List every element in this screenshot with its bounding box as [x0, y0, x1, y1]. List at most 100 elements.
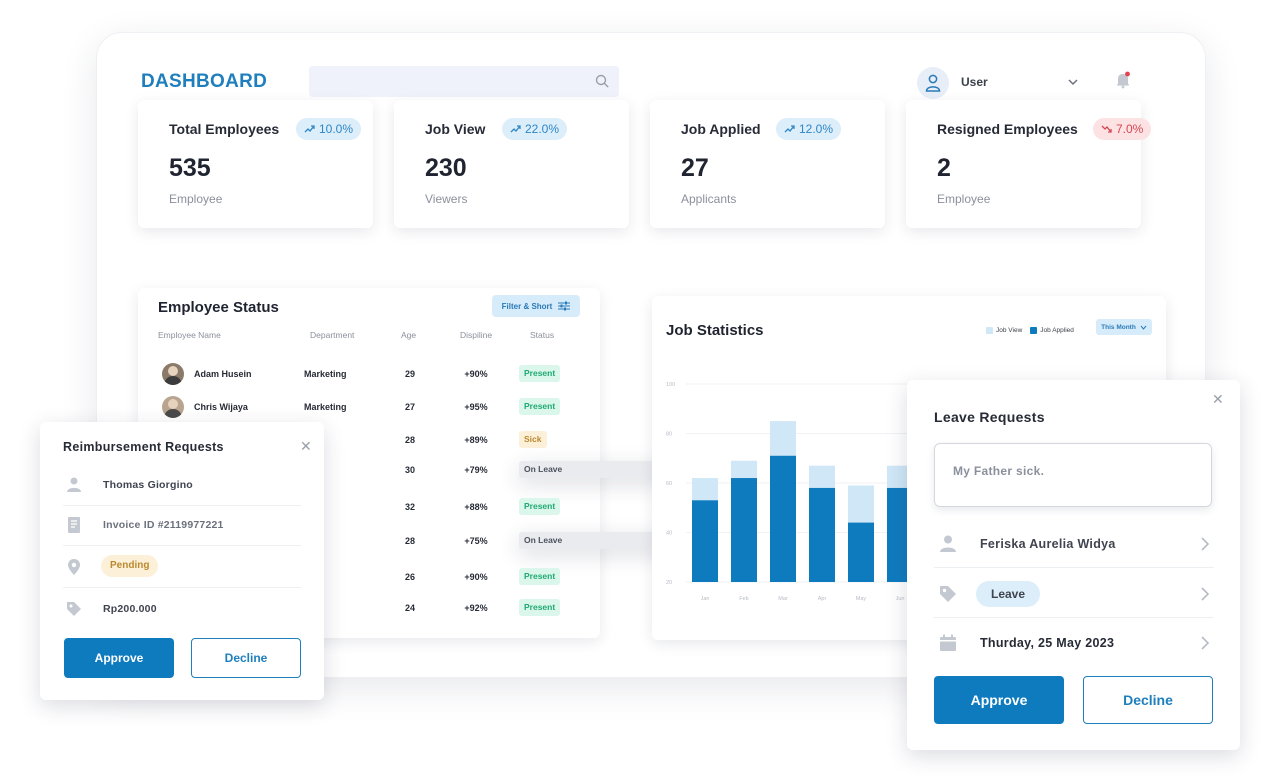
status-badge: Present	[519, 398, 561, 415]
filter-sort-button[interactable]: Filter & Short	[492, 295, 580, 317]
employee-age: 28	[404, 435, 415, 445]
status-badge: Sick	[519, 431, 547, 448]
trend-badge: 12.0%	[776, 118, 842, 140]
employee-discipline: +90%	[464, 369, 488, 379]
leave-date-row[interactable]: Thurday, 25 May 2023	[934, 619, 1214, 667]
trend-value: 12.0%	[799, 122, 834, 136]
chevron-right-icon	[1201, 587, 1210, 601]
x-tick-label: Feb	[739, 596, 748, 602]
chart-legend: Job View Job Applied	[986, 327, 1074, 334]
legend-label: Job Applied	[1040, 327, 1074, 334]
close-icon[interactable]: ✕	[1212, 391, 1224, 407]
employee-department: Marketing	[304, 402, 347, 412]
approve-button[interactable]: Approve	[64, 638, 174, 678]
trend-up-icon	[784, 125, 795, 133]
trend-badge: 7.0%	[1093, 118, 1152, 140]
search-icon[interactable]	[595, 74, 609, 88]
amount-value: Rp200.000	[103, 603, 157, 615]
chevron-right-icon	[1201, 636, 1210, 650]
trend-value: 22.0%	[525, 122, 560, 136]
y-tick-label: 40	[666, 531, 672, 537]
approve-button[interactable]: Approve	[934, 676, 1064, 724]
employee-discipline: +95%	[464, 402, 488, 412]
reimbursement-dialog: Reimbursement Requests ✕ Thomas Giorgino…	[40, 422, 324, 700]
leave-type-badge: Leave	[976, 581, 1041, 607]
panel-title: Job Statistics	[666, 322, 764, 339]
y-tick-label: 80	[666, 432, 672, 438]
leave-date: Thurday, 25 May 2023	[980, 636, 1115, 650]
period-label: This Month	[1101, 323, 1136, 331]
panel-title: Employee Status	[158, 299, 279, 316]
table-row[interactable]: Chris Wijaya Marketing 27 +95% Present	[138, 394, 600, 420]
card-unit: Viewers	[425, 192, 468, 206]
card-unit: Employee	[937, 192, 991, 206]
card-unit: Applicants	[681, 192, 737, 206]
employee-discipline: +92%	[464, 603, 488, 613]
user-menu[interactable]: User	[917, 67, 1087, 99]
bar-job-applied	[692, 500, 718, 582]
employee-discipline: +90%	[464, 572, 488, 582]
receipt-icon	[68, 517, 80, 533]
bar-job-applied	[809, 487, 835, 582]
card-value: 27	[681, 154, 709, 182]
employee-discipline: +89%	[464, 435, 488, 445]
user-avatar[interactable]	[917, 67, 949, 99]
legend-label: Job View	[996, 327, 1023, 334]
table-row[interactable]: Adam Husein Marketing 29 +90% Present	[138, 361, 600, 387]
trend-up-icon	[510, 125, 521, 133]
employee-avatar	[162, 363, 184, 385]
employee-age: 30	[404, 465, 415, 475]
status-badge: Present	[519, 568, 561, 585]
leave-request-dialog: Leave Requests ✕ My Father sick. Feriska…	[907, 380, 1240, 750]
employee-name: Adam Husein	[194, 369, 252, 379]
card-title: Total Employees	[169, 121, 280, 137]
table-row[interactable]: 32 +88% Present	[138, 494, 600, 520]
chevron-down-icon[interactable]	[1067, 77, 1079, 87]
card-resigned-employees: Resigned Employees 7.0% 2 Employee	[906, 100, 1152, 228]
status-badge: Present	[519, 365, 561, 382]
x-tick-label: May	[856, 596, 867, 602]
legend-item-job-applied: Job Applied	[1030, 327, 1074, 334]
trend-up-icon	[304, 125, 315, 133]
card-value: 230	[425, 154, 467, 182]
employee-age: 24	[404, 603, 415, 613]
status-badge: Present	[519, 599, 561, 616]
col-header-department: Department	[310, 330, 355, 340]
employee-age: 27	[404, 402, 415, 412]
y-tick-label: 100	[666, 382, 675, 388]
price-tag-icon	[67, 602, 81, 616]
bell-icon[interactable]	[1115, 71, 1131, 89]
x-tick-label: Jun	[896, 596, 905, 602]
employee-age: 28	[404, 536, 415, 546]
card-job-applied: Job Applied 12.0% 27 Applicants	[650, 100, 885, 228]
employee-discipline: +79%	[464, 465, 488, 475]
requester-row[interactable]: Feriska Aurelia Widya	[934, 520, 1214, 568]
status-badge: Present	[519, 498, 561, 515]
decline-button[interactable]: Decline	[191, 638, 301, 678]
card-total-employees: Total Employees 10.0% 535 Employee	[138, 100, 373, 228]
employee-name: Chris Wijaya	[194, 402, 248, 412]
price-tag-icon	[940, 586, 956, 602]
dialog-title: Leave Requests	[934, 409, 1045, 425]
location-pin-icon	[68, 559, 80, 575]
search-input[interactable]	[309, 66, 619, 97]
col-header-name: Employee Name	[158, 330, 221, 340]
leave-reason-field[interactable]: My Father sick.	[934, 443, 1212, 507]
employee-age: 32	[404, 502, 415, 512]
close-icon[interactable]: ✕	[300, 438, 312, 454]
y-tick-label: 20	[666, 580, 672, 586]
card-job-view: Job View 22.0% 230 Viewers	[394, 100, 629, 228]
trend-badge: 22.0%	[502, 118, 568, 140]
card-title: Resigned Employees	[937, 121, 1078, 137]
x-tick-label: Apr	[818, 596, 827, 602]
period-select[interactable]: This Month	[1096, 319, 1152, 335]
card-value: 2	[937, 154, 951, 182]
invoice-id: Invoice ID #2119977221	[103, 519, 224, 531]
col-header-discipline: Dispiline	[460, 330, 493, 340]
decline-button[interactable]: Decline	[1083, 676, 1213, 724]
trend-value: 10.0%	[319, 122, 354, 136]
brand-title: DASHBOARD	[141, 71, 268, 92]
employee-avatar	[162, 396, 184, 418]
leave-type-row[interactable]: Leave	[934, 570, 1214, 618]
person-icon	[940, 535, 956, 552]
